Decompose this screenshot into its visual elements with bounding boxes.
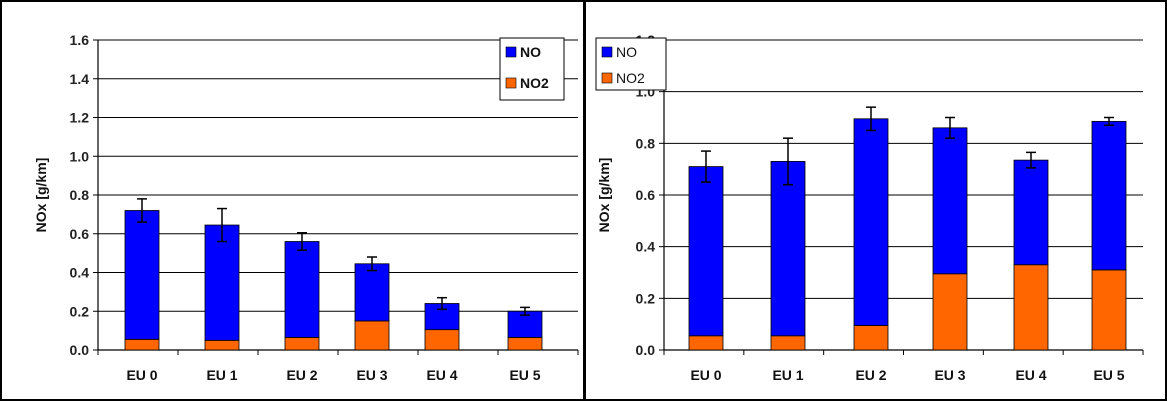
y-tick-label: 0.0	[636, 342, 656, 358]
category-label: EU 0	[126, 367, 157, 383]
y-tick-label: 1.6	[70, 32, 90, 48]
bar-no	[688, 166, 724, 337]
bar-no	[284, 241, 320, 338]
y-tick-label: 0.8	[636, 135, 656, 151]
category-label: EU 1	[772, 367, 803, 383]
y-tick-label: 0.6	[636, 187, 656, 203]
legend-label-no: NO	[616, 44, 637, 60]
bar-no2	[354, 320, 390, 351]
bar-no2	[1091, 269, 1127, 351]
y-tick-label: 1.4	[70, 71, 90, 87]
bar-no2	[284, 337, 320, 351]
bar-no2	[688, 335, 724, 351]
bar-no	[932, 127, 968, 275]
bar-no2	[770, 335, 806, 351]
y-tick-label: 1.0	[70, 148, 90, 164]
category-label: EU 3	[934, 367, 965, 383]
bar-no2	[124, 338, 160, 351]
bar-no	[204, 224, 240, 341]
category-label: EU 4	[1015, 367, 1046, 383]
y-axis-title: NOx [g/km]	[33, 158, 49, 233]
category-label: EU 2	[855, 367, 886, 383]
bar-no	[124, 210, 160, 340]
category-label: EU 3	[356, 367, 387, 383]
category-label: EU 4	[426, 367, 457, 383]
category-label: EU 5	[509, 367, 540, 383]
legend-swatch-no2	[505, 77, 517, 89]
chart-panel-2: 0.00.20.40.60.81.01.2NOx [g/km]EU 0EU 1E…	[595, 32, 1144, 383]
bar-no	[424, 303, 460, 331]
y-tick-label: 1.2	[70, 110, 90, 126]
category-label: EU 1	[206, 367, 237, 383]
bar-no2	[424, 329, 460, 351]
bar-no	[354, 263, 390, 322]
y-tick-label: 0.2	[70, 303, 90, 319]
bar-no2	[204, 339, 240, 351]
legend-swatch-no	[601, 46, 613, 58]
bar-no	[1013, 159, 1049, 266]
legend: NO NO2	[499, 37, 565, 101]
category-label: EU 5	[1093, 367, 1124, 383]
y-tick-label: 0.0	[70, 342, 90, 358]
bar-no	[1091, 120, 1127, 271]
legend-label-no2: NO2	[616, 70, 645, 86]
bar-no2	[932, 273, 968, 351]
y-tick-label: 0.8	[70, 187, 90, 203]
bar-no	[853, 118, 889, 326]
y-tick-label: 0.6	[70, 226, 90, 242]
legend-swatch-no	[505, 46, 517, 58]
legend-label-no: NO	[520, 44, 541, 60]
y-axis-title: NOx [g/km]	[596, 158, 612, 233]
bar-no2	[1013, 264, 1049, 351]
legend-swatch-no2	[601, 72, 613, 84]
bar-no2	[853, 325, 889, 351]
category-label: EU 0	[690, 367, 721, 383]
chart-panel-1: 0.0 0.2 0.4 0.6 0.8 1.0 1.2 1.4 1.6 NOx [g/km] EU …	[33, 32, 579, 383]
bar-no2	[507, 337, 543, 351]
legend-label-no2: NO2	[520, 75, 549, 91]
y-tick-label: 0.4	[636, 239, 656, 255]
y-tick-label: 0.4	[70, 265, 90, 281]
bar-no	[770, 161, 806, 337]
legend: NO NO2	[595, 37, 667, 91]
category-label: EU 2	[286, 367, 317, 383]
y-tick-label: 0.2	[636, 290, 656, 306]
